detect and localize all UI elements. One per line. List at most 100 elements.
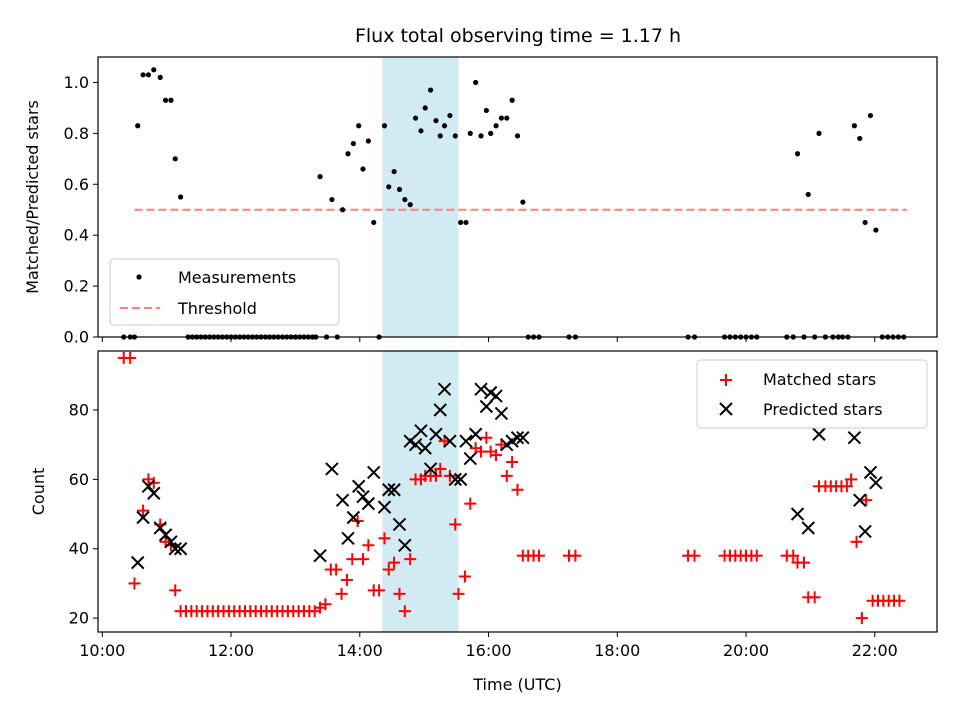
top-legend: Measurements Threshold (109, 258, 340, 326)
matched-point-74 (511, 483, 524, 496)
measurement-point-78 (498, 115, 505, 121)
matched-point-73 (506, 456, 519, 469)
predicted-point-45 (516, 431, 530, 445)
matched-point-105 (860, 494, 873, 507)
matched-point-52 (398, 605, 411, 618)
matched-point-80 (569, 549, 582, 562)
predicted-point-52 (863, 465, 878, 480)
predicted-point-17 (367, 465, 381, 480)
measurement-point-69 (452, 133, 458, 139)
top-y-tick-label-1: 0.2 (64, 277, 89, 296)
measurement-point-71 (463, 219, 469, 226)
predicted-point-19 (382, 483, 396, 497)
matched-point-89 (750, 549, 763, 562)
predicted-point-49 (847, 431, 862, 445)
predicted-point-46 (790, 507, 805, 521)
matched-point-68 (480, 431, 493, 444)
predicted-point-44 (510, 431, 525, 445)
measurement-point-51 (360, 166, 366, 172)
matched-point-59 (434, 462, 447, 475)
predicted-point-25 (414, 424, 428, 438)
bottom-axes-frame (97, 350, 938, 633)
measurement-point-75 (483, 107, 489, 114)
matched-point-95 (808, 591, 821, 604)
matched-point-45 (362, 539, 375, 552)
x-tick-label-3: 16:00 (465, 641, 511, 660)
predicted-point-53 (869, 476, 883, 490)
measurement-point-80 (509, 97, 515, 103)
measurement-point-109 (851, 123, 857, 129)
predicted-point-8 (173, 542, 188, 556)
measurement-point-6 (151, 67, 157, 73)
measurement-point-68 (447, 112, 453, 119)
matched-point-58 (429, 469, 442, 482)
measurement-point-49 (350, 140, 356, 147)
matched-point-72 (500, 469, 513, 482)
measurement-point-50 (356, 123, 362, 129)
predicted-point-20 (387, 483, 401, 497)
predicted-point-30 (437, 382, 452, 396)
top-y-ticks: 0.0 0.2 0.4 0.6 0.8 1.0 (64, 73, 98, 347)
measurement-point-67 (441, 123, 448, 129)
measurement-point-3 (135, 123, 141, 129)
matched-point-104 (855, 612, 868, 625)
legend-matched-marker (720, 374, 732, 386)
x-tick-label-2: 14:00 (337, 641, 383, 660)
matched-point-39 (330, 563, 343, 576)
matched-point-78 (532, 549, 545, 562)
matched-point-62 (449, 518, 462, 531)
top-axes-frame (97, 56, 938, 338)
measurement-point-61 (412, 115, 419, 121)
legend-measurements-label: Measurements (178, 268, 296, 287)
bottom-legend: Matched stars Predicted stars (696, 359, 928, 429)
predicted-point-1 (136, 510, 150, 525)
measurement-point-73 (473, 79, 479, 86)
predicted-point-11 (335, 493, 350, 507)
matched-point-50 (388, 556, 401, 569)
legend-predicted-marker (719, 402, 733, 416)
predicted-point-10 (325, 462, 339, 476)
measurement-point-8 (162, 97, 169, 103)
matched-point-70 (490, 449, 503, 462)
top-y-tick-label-5: 1.0 (64, 73, 89, 92)
top-x-ticks (101, 337, 876, 342)
measurement-point-101 (805, 191, 811, 198)
x-tick-label-4: 18:00 (594, 641, 640, 660)
predicted-point-5 (158, 528, 173, 542)
predicted-point-14 (352, 479, 366, 494)
top-y-tick-label-4: 0.8 (64, 124, 89, 143)
x-tick-label-0: 10:00 (79, 641, 125, 660)
matched-point-2 (128, 577, 141, 590)
matched-point-102 (845, 473, 858, 486)
measurement-point-110 (857, 135, 863, 142)
predicted-point-51 (858, 524, 872, 539)
matched-point-111 (893, 594, 906, 607)
matched-point-49 (382, 563, 395, 576)
top-y-tick-label-3: 0.6 (64, 175, 89, 194)
matched-point-91 (787, 549, 800, 562)
measurement-point-77 (493, 123, 499, 129)
legend-measurements-marker (136, 274, 142, 280)
legend-threshold-label: Threshold (177, 299, 257, 318)
measurement-point-53 (371, 219, 377, 226)
measurement-point-76 (488, 130, 494, 136)
legend-matched-label: Matched stars (763, 370, 876, 389)
predicted-point-6 (164, 535, 178, 549)
measurement-point-99 (794, 151, 801, 157)
predicted-point-4 (153, 521, 167, 535)
matched-point-9 (169, 584, 182, 597)
measurement-point-10 (172, 156, 178, 162)
matched-point-44 (357, 553, 370, 566)
measurement-point-66 (437, 133, 443, 139)
measurement-point-43 (317, 174, 323, 180)
legend-predicted-label: Predicted stars (763, 400, 883, 419)
measurement-point-81 (514, 133, 521, 139)
measurement-point-65 (433, 118, 439, 124)
measurement-point-59 (402, 196, 408, 203)
measurement-point-111 (862, 219, 868, 226)
measurement-point-52 (365, 138, 371, 144)
predicted-point-29 (433, 403, 447, 417)
matched-point-82 (688, 549, 701, 562)
chart-title: Flux total observing time = 1.17 h (355, 25, 681, 47)
top-panel: 0.0 0.2 0.4 0.6 0.8 1.0 Matched/Predicted sta… (23, 56, 938, 347)
